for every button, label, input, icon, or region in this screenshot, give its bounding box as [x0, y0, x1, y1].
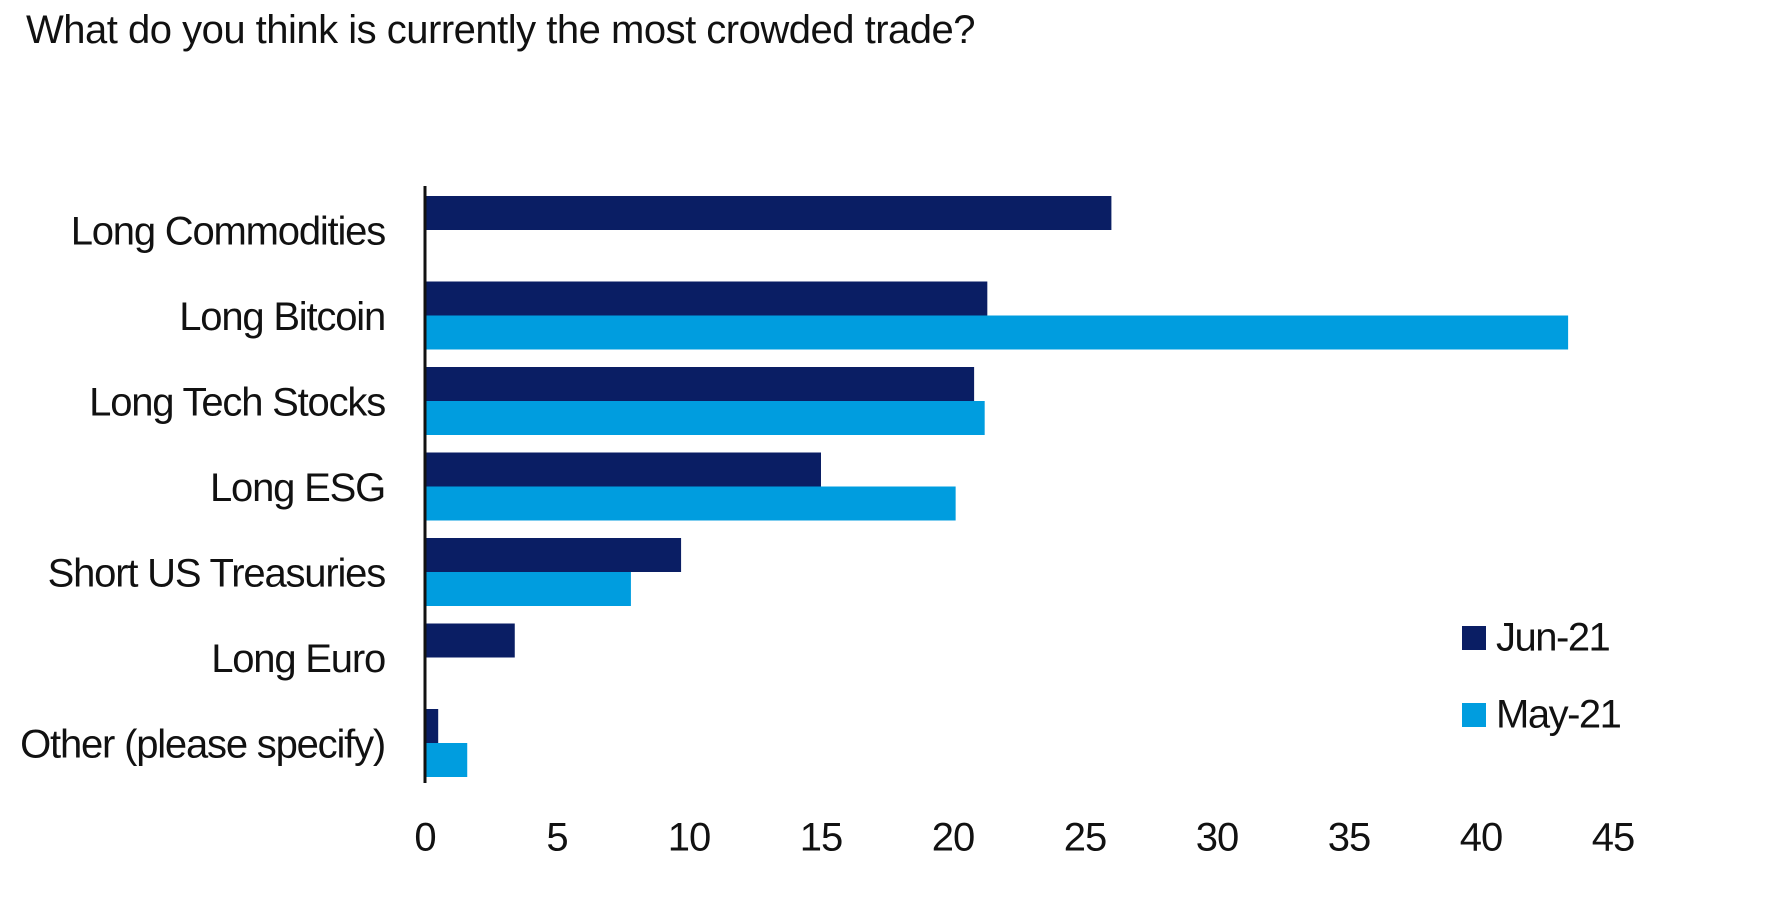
x-tick-label: 30 [1196, 816, 1239, 860]
bar-jun-21 [425, 623, 515, 658]
x-tick-label: 10 [668, 816, 711, 860]
bar-jun-21 [425, 281, 988, 316]
legend-label: Jun-21 [1496, 616, 1610, 660]
legend-label: May-21 [1496, 693, 1621, 737]
legend-swatch-jun-21 [1462, 626, 1486, 650]
category-label: Long Commodities [71, 210, 385, 254]
x-tick-label: 20 [932, 816, 975, 860]
x-tick-label: 25 [1064, 816, 1107, 860]
x-tick-label: 15 [800, 816, 843, 860]
x-tick-label: 35 [1328, 816, 1371, 860]
category-label: Short US Treasuries [48, 552, 386, 596]
bar-may-21 [425, 401, 985, 435]
x-tick-label: 45 [1592, 816, 1635, 860]
category-label: Other (please specify) [20, 723, 385, 767]
category-label: Long Tech Stocks [89, 381, 385, 425]
bar-jun-21 [425, 538, 682, 572]
bar-may-21 [425, 743, 468, 777]
legend-swatch-may-21 [1462, 703, 1486, 727]
chart-title: What do you think is currently the most … [26, 8, 976, 52]
x-tick-label: 0 [414, 816, 435, 860]
bar-may-21 [425, 572, 631, 606]
category-label: Long ESG [210, 466, 385, 510]
bar-may-21 [425, 486, 956, 521]
bar-jun-21 [425, 709, 439, 743]
category-label: Long Bitcoin [179, 295, 385, 339]
x-tick-label: 5 [546, 816, 567, 860]
bar-jun-21 [425, 367, 975, 401]
bar-may-21 [425, 315, 1569, 350]
bar-jun-21 [425, 452, 821, 487]
category-label: Long Euro [211, 637, 385, 681]
bar-jun-21 [425, 196, 1112, 230]
x-tick-label: 40 [1460, 816, 1503, 860]
